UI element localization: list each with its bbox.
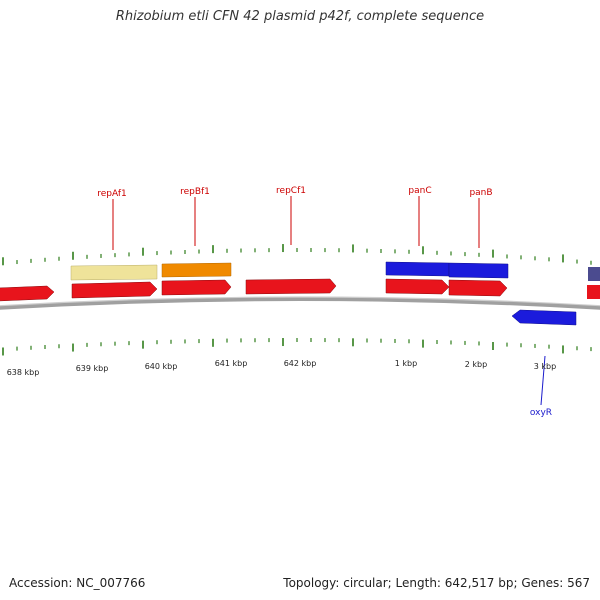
tick-label-3kbp: 3 kbp xyxy=(534,362,556,371)
plasmid-backbone-shadow xyxy=(0,296,600,307)
label-leaders xyxy=(112,196,546,406)
tick-label-641kbp: 641 kbp xyxy=(215,359,248,368)
feature-track-reverse xyxy=(511,309,577,326)
gene-label-oxyR[interactable]: oxyR xyxy=(530,408,552,418)
gene-label-panC[interactable]: panC xyxy=(408,186,431,196)
feature-edge-upper[interactable] xyxy=(588,267,600,281)
tick-label-638kbp: 638 kbp xyxy=(7,368,40,377)
feature-arrow-repBf1[interactable] xyxy=(161,279,232,296)
summary-text: Topology: circular; Length: 642,517 bp; … xyxy=(283,576,590,590)
feature-arrow-638[interactable] xyxy=(0,285,55,302)
tick-label-640kbp: 640 kbp xyxy=(145,362,178,371)
accession-text: Accession: NC_007766 xyxy=(9,576,146,590)
feature-track-upper xyxy=(70,261,600,281)
position-labels: 638 kbp 639 kbp 640 kbp 641 kbp 642 kbp … xyxy=(7,359,557,377)
tick-label-2kbp: 2 kbp xyxy=(465,360,487,369)
gene-label-panB[interactable]: panB xyxy=(469,188,492,198)
feature-arrow-repCf1[interactable] xyxy=(245,278,337,295)
feature-arrow-oxyR[interactable] xyxy=(511,309,577,326)
tick-marks-inner xyxy=(2,338,592,356)
gene-label-repCf1[interactable]: repCf1 xyxy=(276,186,306,196)
tick-label-1kbp: 1 kbp xyxy=(395,359,417,368)
feature-arrow-edge[interactable] xyxy=(587,285,600,299)
gene-label-repAf1[interactable]: repAf1 xyxy=(97,189,126,199)
gene-labels: repAf1 repBf1 repCf1 panC panB oxyR xyxy=(97,186,552,418)
feature-arrow-panC[interactable] xyxy=(385,278,450,295)
tick-label-642kbp: 642 kbp xyxy=(284,359,317,368)
tick-label-639kbp: 639 kbp xyxy=(76,364,109,373)
feature-repAf1-upper[interactable] xyxy=(70,264,158,281)
tick-marks-outer xyxy=(2,244,592,266)
feature-panB-upper[interactable] xyxy=(448,262,509,279)
gene-label-repBf1[interactable]: repBf1 xyxy=(180,187,210,197)
feature-arrow-repAf1[interactable] xyxy=(71,281,158,299)
plasmid-backbone xyxy=(0,297,600,310)
feature-arrow-panB[interactable] xyxy=(448,279,508,297)
feature-track-forward xyxy=(0,278,600,302)
feature-panC-upper[interactable] xyxy=(385,261,450,277)
map-title: Rhizobium etli CFN 42 plasmid p42f, comp… xyxy=(115,9,485,24)
feature-repBf1-upper[interactable] xyxy=(161,262,232,278)
